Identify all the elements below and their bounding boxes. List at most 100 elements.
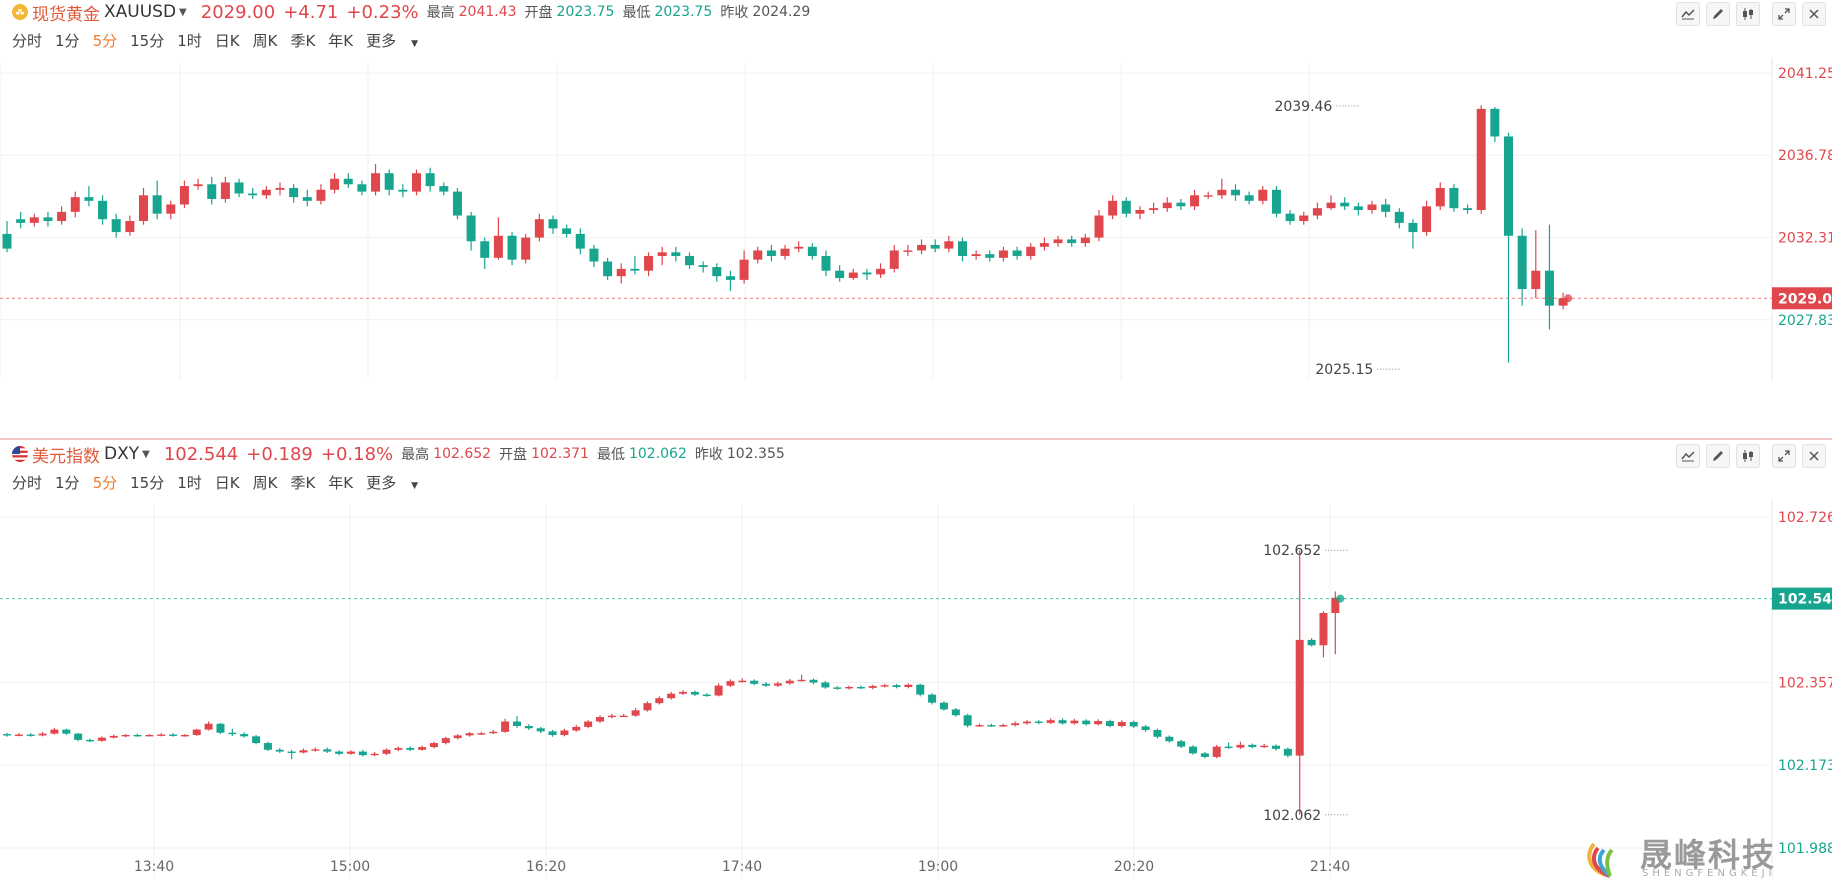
- close-icon[interactable]: [1802, 444, 1826, 468]
- candle-body: [780, 248, 790, 256]
- tab-period-1m[interactable]: 1分: [55, 32, 80, 50]
- candle-body: [524, 726, 533, 729]
- candle-body: [1299, 215, 1309, 222]
- candle-body: [84, 197, 94, 201]
- candle-body: [220, 182, 230, 199]
- candle-body: [1117, 721, 1126, 727]
- candle-body: [406, 747, 415, 750]
- us-flag-icon: [12, 446, 28, 462]
- symbol-name[interactable]: 美元指数: [32, 446, 100, 467]
- candle-body: [453, 735, 462, 739]
- line-chart-icon[interactable]: [1676, 444, 1700, 468]
- tab-period-15m[interactable]: 15分: [130, 474, 165, 492]
- tab-period-1m[interactable]: 1分: [55, 474, 80, 492]
- candle-body: [14, 734, 23, 736]
- candle-body: [1105, 721, 1114, 727]
- candlestick-icon[interactable]: [1736, 444, 1760, 468]
- tab-period-tick[interactable]: 分时: [12, 32, 43, 50]
- candle-body: [1067, 239, 1077, 244]
- candle-body: [1082, 720, 1091, 725]
- candle-body: [441, 738, 450, 744]
- candle-body: [631, 710, 640, 716]
- candle-body: [1517, 235, 1527, 290]
- candle-body: [252, 736, 261, 744]
- candle-body: [1283, 748, 1292, 756]
- candle-body: [299, 750, 308, 753]
- tab-period-week[interactable]: 周K: [252, 474, 278, 492]
- current-price-label: 102.544: [1778, 592, 1832, 608]
- candle-body: [169, 734, 178, 736]
- candle-body: [603, 261, 613, 277]
- candle-body: [216, 723, 225, 733]
- candlestick-icon[interactable]: [1736, 2, 1760, 26]
- y-tick-label: 101.988: [1778, 841, 1832, 857]
- tab-period-1h[interactable]: 1时: [177, 32, 202, 50]
- candle-body: [228, 732, 237, 735]
- candle-body: [944, 241, 954, 249]
- candle-body: [1200, 753, 1209, 757]
- candle-body: [1331, 597, 1340, 613]
- chevron-down-icon[interactable]: ▼: [179, 6, 187, 18]
- candle-body: [1285, 213, 1295, 222]
- candle-body: [1070, 720, 1079, 724]
- tab-period-15m[interactable]: 15分: [130, 32, 165, 50]
- candle-body: [489, 731, 498, 734]
- more-label: 更多: [366, 32, 397, 50]
- tab-period-quarter[interactable]: 季K: [290, 32, 316, 50]
- chevron-down-icon[interactable]: ▼: [142, 448, 150, 460]
- tab-period-more[interactable]: 更多 ▼: [366, 472, 431, 493]
- candle-body: [204, 723, 213, 730]
- candle-body: [657, 252, 667, 256]
- candle-body: [1558, 298, 1568, 306]
- tab-period-5m[interactable]: 5分: [92, 474, 118, 492]
- candle-body: [382, 749, 391, 754]
- close-icon[interactable]: [1802, 2, 1826, 26]
- tab-period-year[interactable]: 年K: [328, 32, 354, 50]
- x-tick-label: 17:40: [722, 859, 762, 875]
- candle-body: [207, 184, 217, 199]
- tab-period-year[interactable]: 年K: [328, 474, 354, 492]
- expand-icon[interactable]: [1772, 2, 1796, 26]
- candle-body: [1189, 746, 1197, 754]
- candles: [2, 105, 1568, 363]
- tab-period-more[interactable]: 更多 ▼: [366, 30, 431, 51]
- tab-period-quarter[interactable]: 季K: [290, 474, 316, 492]
- candle-body: [750, 680, 759, 684]
- symbol-name[interactable]: 现货黄金: [32, 4, 100, 25]
- dxy-panel: 美元指数 DXY ▼ 102.544 +0.189 +0.18% 最高 102.…: [0, 442, 1832, 882]
- candle-body: [880, 685, 889, 687]
- tab-period-tick[interactable]: 分时: [12, 474, 43, 492]
- candle-body: [572, 726, 581, 731]
- candle-body: [3, 734, 11, 736]
- expand-icon[interactable]: [1772, 444, 1796, 468]
- watermark-cn: 晟峰科技: [1640, 836, 1777, 874]
- draw-pen-icon[interactable]: [1706, 444, 1730, 468]
- symbol-code[interactable]: XAUUSD: [104, 2, 177, 22]
- tab-period-1h[interactable]: 1时: [177, 474, 202, 492]
- tab-period-day[interactable]: 日K: [214, 32, 240, 50]
- candle-body: [1394, 211, 1404, 223]
- candlestick-chart[interactable]: 102.726 102.357 102.173 101.988 13:40 15:00 16…: [0, 442, 1832, 882]
- candlestick-chart[interactable]: 2041.252036.782032.312027.832023.362514:…: [0, 0, 1832, 380]
- candle-body: [1053, 239, 1063, 244]
- tab-period-week[interactable]: 周K: [252, 32, 278, 50]
- candle-body: [999, 725, 1008, 727]
- candle-body: [985, 254, 995, 258]
- candle-body: [26, 734, 35, 736]
- candle-body: [275, 187, 285, 190]
- candle-body: [536, 728, 545, 732]
- draw-pen-icon[interactable]: [1706, 2, 1730, 26]
- candle-body: [240, 734, 249, 737]
- candle-body: [133, 734, 142, 737]
- y-tick-label: 2036.78: [1778, 148, 1832, 164]
- candle-body: [480, 241, 490, 258]
- line-chart-icon[interactable]: [1676, 2, 1700, 26]
- candle-body: [1149, 208, 1159, 211]
- candle-body: [439, 186, 449, 192]
- candle-body: [1190, 195, 1200, 207]
- tab-period-5m[interactable]: 5分: [92, 32, 118, 50]
- candle-body: [889, 250, 899, 269]
- candle-body: [1108, 200, 1118, 216]
- symbol-code[interactable]: DXY: [104, 444, 140, 464]
- tab-period-day[interactable]: 日K: [214, 474, 240, 492]
